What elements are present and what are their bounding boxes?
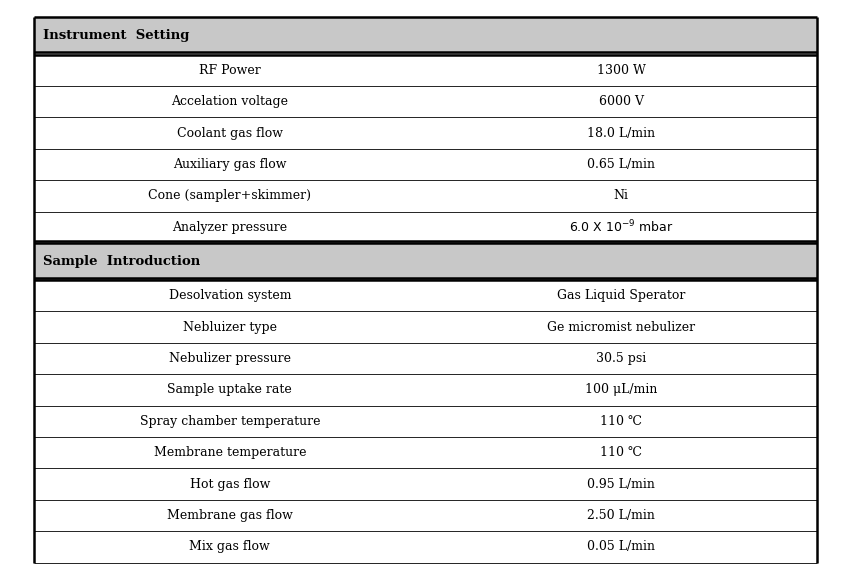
Text: 100 μL/min: 100 μL/min xyxy=(585,383,658,396)
Text: RF Power: RF Power xyxy=(199,64,260,77)
Bar xyxy=(34,17,817,55)
Text: 30.5 psi: 30.5 psi xyxy=(596,352,647,365)
Text: Sample  Introduction: Sample Introduction xyxy=(43,255,200,268)
Text: Cone (sampler+skimmer): Cone (sampler+skimmer) xyxy=(148,189,311,202)
Text: Instrument  Setting: Instrument Setting xyxy=(43,30,189,42)
Text: Sample uptake rate: Sample uptake rate xyxy=(168,383,292,396)
Text: 0.65 L/min: 0.65 L/min xyxy=(587,158,655,171)
Text: 6000 V: 6000 V xyxy=(599,95,643,108)
Text: 110 ℃: 110 ℃ xyxy=(600,446,643,459)
Text: Membrane gas flow: Membrane gas flow xyxy=(167,509,293,522)
Bar xyxy=(34,243,817,280)
Text: Nebluizer type: Nebluizer type xyxy=(183,321,277,333)
Text: Coolant gas flow: Coolant gas flow xyxy=(177,126,283,140)
Text: 1300 W: 1300 W xyxy=(597,64,646,77)
Text: 110 ℃: 110 ℃ xyxy=(600,415,643,428)
Text: Accelation voltage: Accelation voltage xyxy=(171,95,288,108)
Text: Ni: Ni xyxy=(614,189,629,202)
Text: Nebulizer pressure: Nebulizer pressure xyxy=(168,352,291,365)
Text: Analyzer pressure: Analyzer pressure xyxy=(172,221,288,234)
Text: 18.0 L/min: 18.0 L/min xyxy=(587,126,655,140)
Text: Gas Liquid Sperator: Gas Liquid Sperator xyxy=(557,289,685,302)
Text: Desolvation system: Desolvation system xyxy=(168,289,291,302)
Text: 2.50 L/min: 2.50 L/min xyxy=(587,509,655,522)
Text: Mix gas flow: Mix gas flow xyxy=(190,541,270,553)
Text: 6.0 X 10$^{-9}$ mbar: 6.0 X 10$^{-9}$ mbar xyxy=(569,219,673,235)
Text: 0.95 L/min: 0.95 L/min xyxy=(587,477,655,491)
Text: Spray chamber temperature: Spray chamber temperature xyxy=(140,415,320,428)
Text: Membrane temperature: Membrane temperature xyxy=(153,446,306,459)
Text: Hot gas flow: Hot gas flow xyxy=(190,477,270,491)
Text: Auxiliary gas flow: Auxiliary gas flow xyxy=(173,158,287,171)
Text: Ge micromist nebulizer: Ge micromist nebulizer xyxy=(547,321,695,333)
Text: 0.05 L/min: 0.05 L/min xyxy=(587,541,655,553)
